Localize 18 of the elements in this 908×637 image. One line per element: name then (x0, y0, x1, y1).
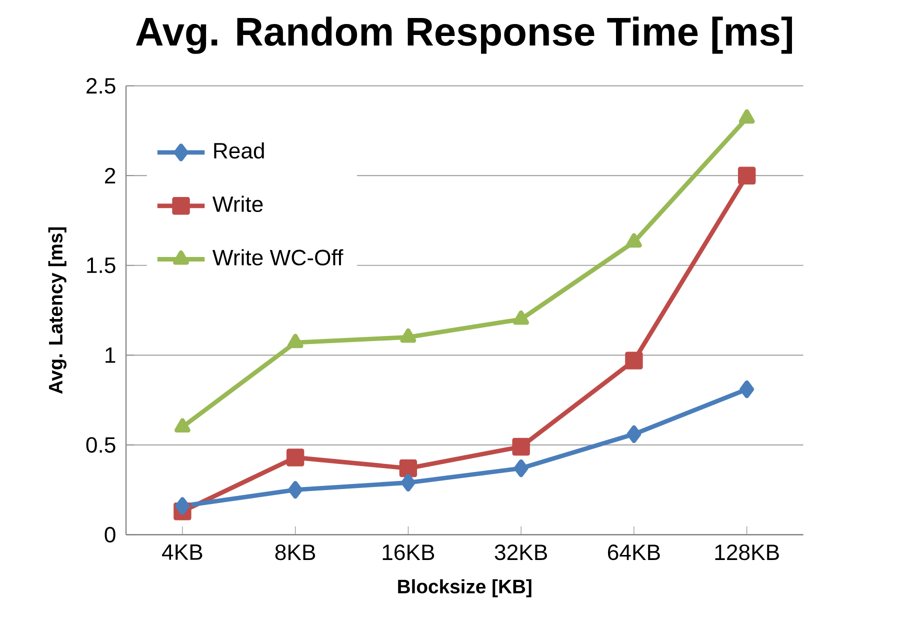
y-tick-label: 2.5 (86, 78, 116, 94)
legend-label: Read (214, 142, 264, 159)
y-tick-label: 1 (106, 347, 116, 363)
x-tick-label: 16KB (382, 544, 434, 560)
x-tick-label: 128KB (715, 544, 779, 560)
y-tick-label: 2 (105, 168, 116, 184)
x-tick-label: 8KB (275, 544, 316, 560)
y-tick-label: 0.5 (86, 437, 116, 453)
legend-label: Write (212, 196, 263, 212)
x-tick-label: 4KB (162, 544, 202, 560)
y-tick-label: 0 (104, 526, 116, 543)
y-axis-title: Avg. Latency [ms] (48, 227, 66, 394)
x-tick-label: 64KB (608, 544, 660, 560)
chart-title: Avg. Random Response Time [ms] (136, 16, 792, 54)
y-tick-label: 1.5 (87, 258, 116, 274)
x-tick-label: 32KB (494, 544, 547, 560)
x-axis-title: Blocksize [KB] (398, 579, 532, 598)
legend-label: Write WC-Off (212, 249, 344, 266)
